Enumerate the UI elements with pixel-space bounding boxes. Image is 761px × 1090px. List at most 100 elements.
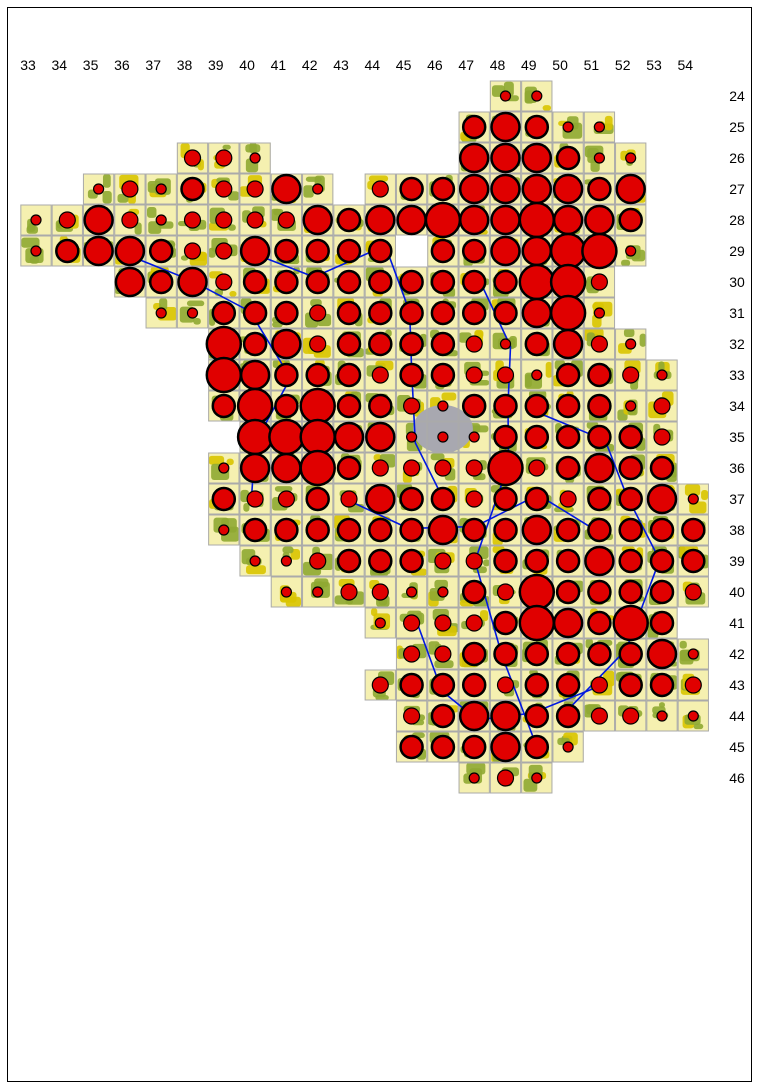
occurrence-marker bbox=[531, 90, 543, 102]
grid-cell bbox=[364, 607, 396, 639]
column-label: 47 bbox=[458, 57, 474, 73]
grid-cell bbox=[521, 328, 553, 360]
grid-cell bbox=[677, 669, 709, 701]
grid-cell bbox=[302, 235, 334, 267]
grid-cell bbox=[270, 483, 303, 515]
occurrence-marker bbox=[371, 366, 389, 384]
grid-cell bbox=[333, 297, 365, 329]
grid-cell bbox=[489, 328, 522, 360]
occurrence-marker bbox=[305, 362, 330, 388]
grid-cell bbox=[364, 173, 396, 205]
occurrence-marker bbox=[458, 204, 490, 236]
occurrence-marker bbox=[246, 211, 264, 229]
occurrence-marker bbox=[612, 604, 649, 642]
occurrence-marker bbox=[458, 142, 490, 174]
occurrence-marker bbox=[430, 734, 456, 760]
occurrence-marker bbox=[434, 459, 452, 477]
occurrence-marker bbox=[518, 604, 556, 642]
occurrence-marker bbox=[552, 173, 584, 205]
occurrence-marker bbox=[305, 486, 330, 512]
occurrence-marker bbox=[461, 641, 487, 667]
occurrence-marker bbox=[468, 431, 480, 443]
grid-cell bbox=[489, 359, 522, 391]
grid-cell bbox=[239, 297, 271, 329]
grid-cell bbox=[427, 607, 459, 639]
grid-cell bbox=[615, 328, 647, 360]
occurrence-marker bbox=[465, 614, 483, 632]
column-label: 53 bbox=[646, 57, 662, 73]
occurrence-marker bbox=[437, 586, 449, 598]
occurrence-marker bbox=[186, 307, 199, 319]
occurrence-marker bbox=[424, 201, 462, 239]
row-label: 29 bbox=[729, 243, 745, 259]
row-label: 34 bbox=[729, 398, 745, 414]
grid-cell bbox=[646, 452, 678, 484]
occurrence-marker bbox=[274, 362, 299, 388]
grid-cell bbox=[458, 266, 490, 298]
column-label: 48 bbox=[490, 57, 506, 73]
occurrence-marker bbox=[552, 607, 584, 639]
grid-cell bbox=[333, 545, 365, 577]
occurrence-marker bbox=[242, 269, 268, 295]
occurrence-marker bbox=[430, 486, 456, 512]
grid-cell bbox=[489, 390, 522, 422]
land-cell bbox=[114, 204, 146, 236]
grid-cell bbox=[583, 359, 616, 391]
occurrence-marker bbox=[299, 449, 336, 487]
occurrence-marker bbox=[687, 710, 699, 722]
occurrence-marker bbox=[403, 645, 421, 663]
occurrence-marker bbox=[618, 517, 643, 543]
occurrence-marker bbox=[622, 707, 640, 725]
grid-cell bbox=[583, 111, 616, 143]
occurrence-marker bbox=[524, 424, 550, 450]
occurrence-marker bbox=[524, 114, 550, 140]
row-label: 43 bbox=[729, 677, 745, 693]
grid-cell bbox=[489, 80, 522, 112]
grid-cell bbox=[427, 359, 459, 391]
occurrence-marker bbox=[365, 483, 396, 515]
occurrence-marker bbox=[155, 214, 167, 226]
row-label: 44 bbox=[729, 708, 745, 724]
occurrence-marker bbox=[593, 121, 606, 133]
grid-cell bbox=[458, 731, 490, 763]
grid-cell bbox=[583, 142, 616, 174]
grid-cells bbox=[20, 80, 709, 794]
row-label: 46 bbox=[729, 770, 745, 786]
grid-cell bbox=[427, 545, 459, 577]
occurrence-marker bbox=[493, 486, 518, 512]
occurrence-marker bbox=[555, 145, 581, 171]
occurrence-marker bbox=[646, 483, 678, 515]
occurrence-marker bbox=[461, 579, 487, 605]
grid-cell bbox=[239, 545, 271, 577]
grid-cell bbox=[302, 514, 334, 546]
grid-cell bbox=[364, 266, 396, 298]
grid-cell bbox=[427, 700, 459, 732]
occurrence-marker bbox=[368, 300, 393, 326]
occurrence-marker bbox=[461, 238, 487, 264]
grid-cell bbox=[458, 669, 490, 701]
occurrence-marker bbox=[649, 517, 675, 543]
grid-cell bbox=[333, 514, 365, 546]
occurrence-marker bbox=[239, 235, 271, 267]
grid-cell bbox=[333, 266, 365, 298]
grid-cell bbox=[395, 545, 428, 577]
grid-cell bbox=[521, 80, 553, 112]
grid-cell bbox=[583, 669, 616, 701]
occurrence-marker bbox=[309, 304, 327, 322]
grid-cell bbox=[364, 328, 396, 360]
grid-cell bbox=[583, 576, 616, 608]
occurrence-marker bbox=[684, 583, 702, 601]
grid-cell bbox=[208, 204, 240, 236]
grid-cell bbox=[208, 452, 240, 484]
grid-cell bbox=[646, 514, 678, 546]
grid-cell bbox=[427, 669, 459, 701]
grid-cell bbox=[20, 204, 52, 236]
occurrence-marker bbox=[555, 455, 581, 481]
occurrence-marker bbox=[215, 242, 233, 260]
occurrence-marker bbox=[681, 517, 706, 543]
occurrence-marker bbox=[205, 356, 243, 394]
grid-cell bbox=[583, 328, 616, 360]
occurrence-marker bbox=[618, 424, 643, 450]
grid-cell bbox=[395, 700, 428, 732]
occurrence-marker bbox=[593, 307, 606, 319]
